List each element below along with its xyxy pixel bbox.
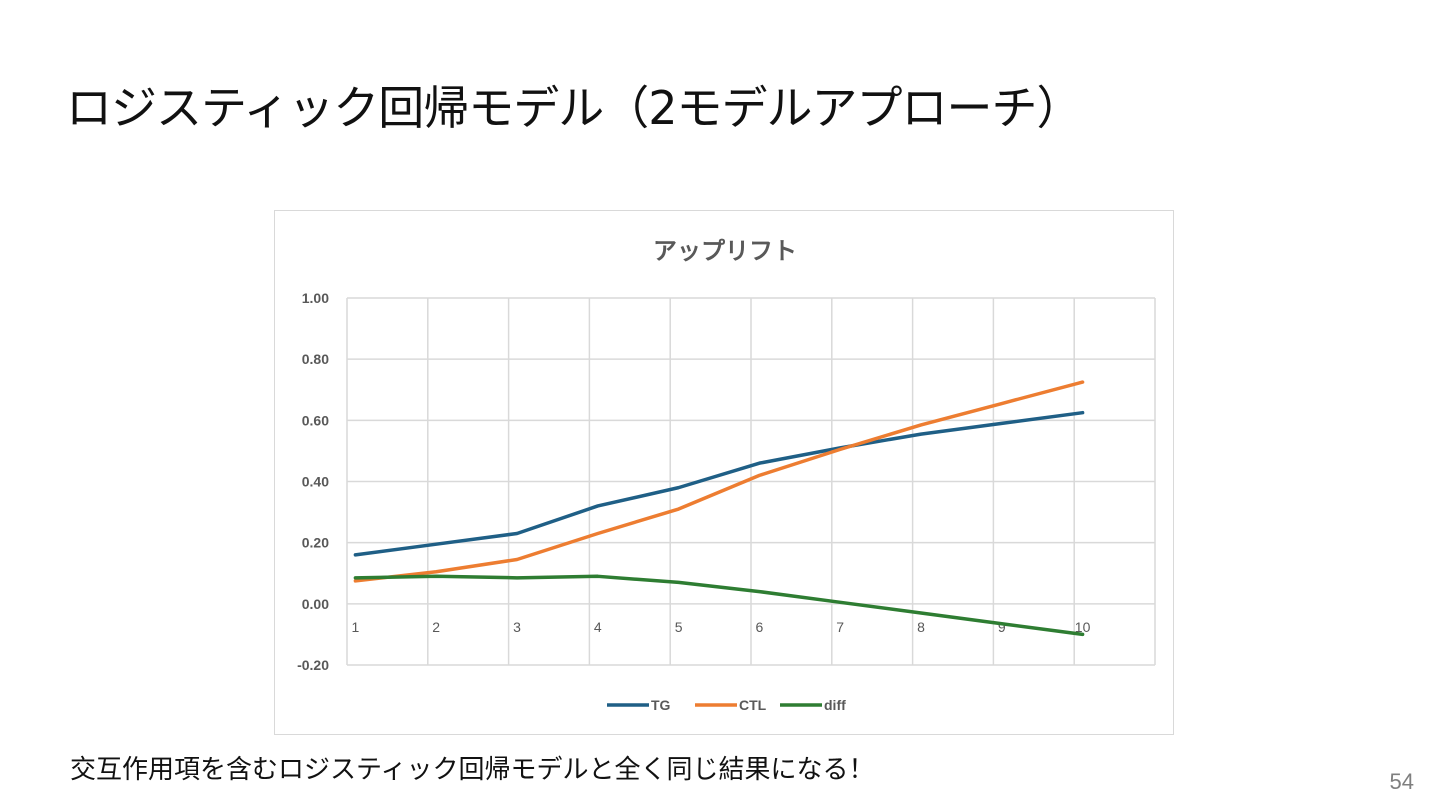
- y-tick-label: 0.20: [302, 535, 329, 551]
- line-chart: アップリフト 1.00 0.80 0.60 0.40 0.20 0.00 -0.20 1 2 3…: [297, 237, 1156, 713]
- x-tick-label: 4: [594, 619, 602, 635]
- x-tick-label: 6: [756, 619, 764, 635]
- x-tick-label: 10: [1075, 619, 1091, 635]
- slide-title: ロジスティック回帰モデル（2モデルアプローチ）: [66, 81, 1083, 135]
- series-line-diff: [353, 574, 1085, 637]
- x-axis-ticks: 1 2 3 4 5 6 7 8 9 10: [352, 619, 1091, 635]
- legend-label-diff: diff: [824, 697, 846, 713]
- x-tick-label: 9: [998, 619, 1006, 635]
- grid: [346, 297, 1156, 666]
- x-tick-label: 7: [836, 619, 844, 635]
- x-tick-label: 2: [432, 619, 440, 635]
- x-tick-label: 1: [352, 619, 360, 635]
- legend-label-ctl: CTL: [739, 697, 767, 713]
- page-number: 54: [1389, 769, 1414, 794]
- series-line-ctl: [353, 380, 1085, 583]
- slide-caption: 交互作用項を含むロジスティック回帰モデルと全く同じ結果になる！: [70, 755, 875, 785]
- chart-title: アップリフト: [653, 237, 797, 265]
- y-tick-label: 0.00: [302, 596, 329, 612]
- y-tick-label: 1.00: [302, 290, 329, 306]
- x-tick-label: 3: [513, 619, 521, 635]
- x-tick-label: 5: [675, 619, 683, 635]
- y-tick-label: -0.20: [297, 657, 329, 673]
- y-axis-ticks: 1.00 0.80 0.60 0.40 0.20 0.00 -0.20: [297, 290, 329, 673]
- y-tick-label: 0.60: [302, 412, 329, 428]
- y-tick-label: 0.80: [302, 351, 329, 367]
- series-lines: [353, 380, 1085, 637]
- legend: TG CTL diff: [607, 697, 846, 713]
- legend-label-tg: TG: [651, 697, 671, 713]
- x-tick-label: 8: [917, 619, 925, 635]
- y-tick-label: 0.40: [302, 474, 329, 490]
- series-line-tg: [353, 410, 1085, 557]
- chart-area: アップリフト 1.00 0.80 0.60 0.40 0.20 0.00 -0.20 1 2 3…: [274, 210, 1174, 735]
